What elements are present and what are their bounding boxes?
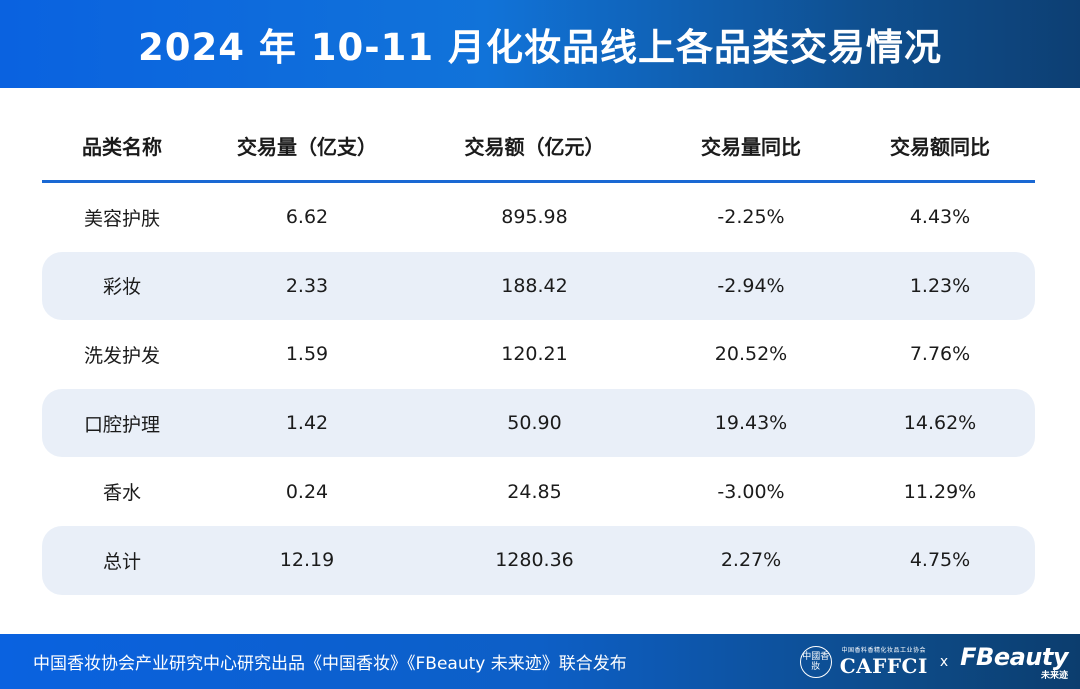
cell-amount: 50.90 (507, 412, 562, 435)
cell-amount: 895.98 (501, 206, 568, 229)
table-row: 香水 0.24 24.85 -3.00% 11.29% (42, 457, 1035, 526)
footer-credit: 中国香妆协会产业研究中心研究出品《中国香妆》《FBeauty 未来迹》联合发布 (33, 654, 627, 674)
column-header-category: 品类名称 (82, 134, 162, 159)
header-divider (42, 180, 1035, 183)
cell-amount-yoy: 11.29% (903, 480, 977, 503)
caffci-logo: 中国香料香精化妆品工业协会 CAFFCI (840, 645, 928, 678)
page-title: 2024 年 10-11 月化妆品线上各品类交易情况 (138, 26, 942, 69)
column-header-volume: 交易量（亿支） (237, 134, 377, 159)
cell-volume: 1.42 (285, 412, 329, 435)
fbeauty-logo-text: FBeauty (960, 642, 1068, 671)
cell-volume-yoy: 19.43% (714, 412, 788, 435)
cell-category: 口腔护理 (83, 413, 160, 436)
table-header-row: 品类名称 交易量（亿支） 交易额（亿元） 交易量同比 交易额同比 (42, 110, 1035, 180)
column-header-volume-yoy: 交易量同比 (701, 134, 801, 159)
cell-amount-yoy: 7.76% (909, 343, 971, 366)
cell-volume-yoy: 20.52% (714, 343, 788, 366)
cell-category: 香水 (102, 482, 141, 505)
cell-volume-yoy: 2.27% (720, 549, 782, 572)
logo-separator: x (939, 653, 949, 670)
cell-volume-yoy: -2.94% (717, 274, 785, 297)
cell-amount-yoy: 14.62% (903, 412, 977, 435)
cell-amount: 188.42 (501, 274, 568, 297)
title-banner: 2024 年 10-11 月化妆品线上各品类交易情况 (0, 0, 1080, 88)
cell-volume: 2.33 (285, 274, 329, 297)
cell-volume: 6.62 (285, 206, 329, 229)
cell-amount-yoy: 4.75% (909, 549, 971, 572)
table-row-total: 总计 12.19 1280.36 2.27% 4.75% (42, 525, 1035, 595)
cell-volume: 1.59 (285, 343, 329, 366)
cell-amount-yoy: 4.43% (909, 206, 971, 229)
cell-amount: 24.85 (507, 480, 562, 503)
caffci-logo-subtitle: 中国香料香精化妆品工业协会 (841, 647, 927, 654)
fbeauty-logo-subtitle: 未来迹 (1040, 670, 1068, 681)
column-header-amount: 交易额（亿元） (464, 134, 605, 159)
cell-category: 彩妆 (102, 276, 141, 299)
footer-banner: 中国香妆协会产业研究中心研究出品《中国香妆》《FBeauty 未来迹》联合发布 … (0, 634, 1080, 689)
caffci-logo-text: CAFFCI (839, 654, 928, 678)
column-header-amount-yoy: 交易额同比 (890, 134, 990, 159)
table-row: 美容护肤 6.62 895.98 -2.25% 4.43% (42, 183, 1035, 252)
fbeauty-logo: FBeauty 未来迹 (960, 643, 1068, 681)
table-row: 口腔护理 1.42 50.90 19.43% 14.62% (42, 388, 1035, 458)
cell-amount: 1280.36 (495, 549, 574, 572)
cell-volume-yoy: -3.00% (717, 480, 785, 503)
category-table: 品类名称 交易量（亿支） 交易额（亿元） 交易量同比 交易额同比 美容护肤 6.… (42, 110, 1035, 595)
cell-category: 总计 (102, 550, 141, 573)
cell-category: 美容护肤 (83, 207, 160, 230)
cell-amount: 120.21 (501, 343, 568, 366)
seal-logo-icon: 中國香妝 (799, 645, 832, 678)
cell-volume-yoy: -2.25% (717, 206, 785, 229)
table-row: 彩妆 2.33 188.42 -2.94% 1.23% (42, 251, 1035, 321)
partner-logos: 中國香妝 中国香料香精化妆品工业协会 CAFFCI x FBeauty 未来迹 (799, 634, 1068, 689)
cell-amount-yoy: 1.23% (909, 274, 971, 297)
cell-volume: 12.19 (279, 549, 335, 572)
cell-volume: 0.24 (285, 480, 329, 503)
cell-category: 洗发护发 (83, 344, 160, 367)
table-row: 洗发护发 1.59 120.21 20.52% 7.76% (42, 320, 1035, 389)
